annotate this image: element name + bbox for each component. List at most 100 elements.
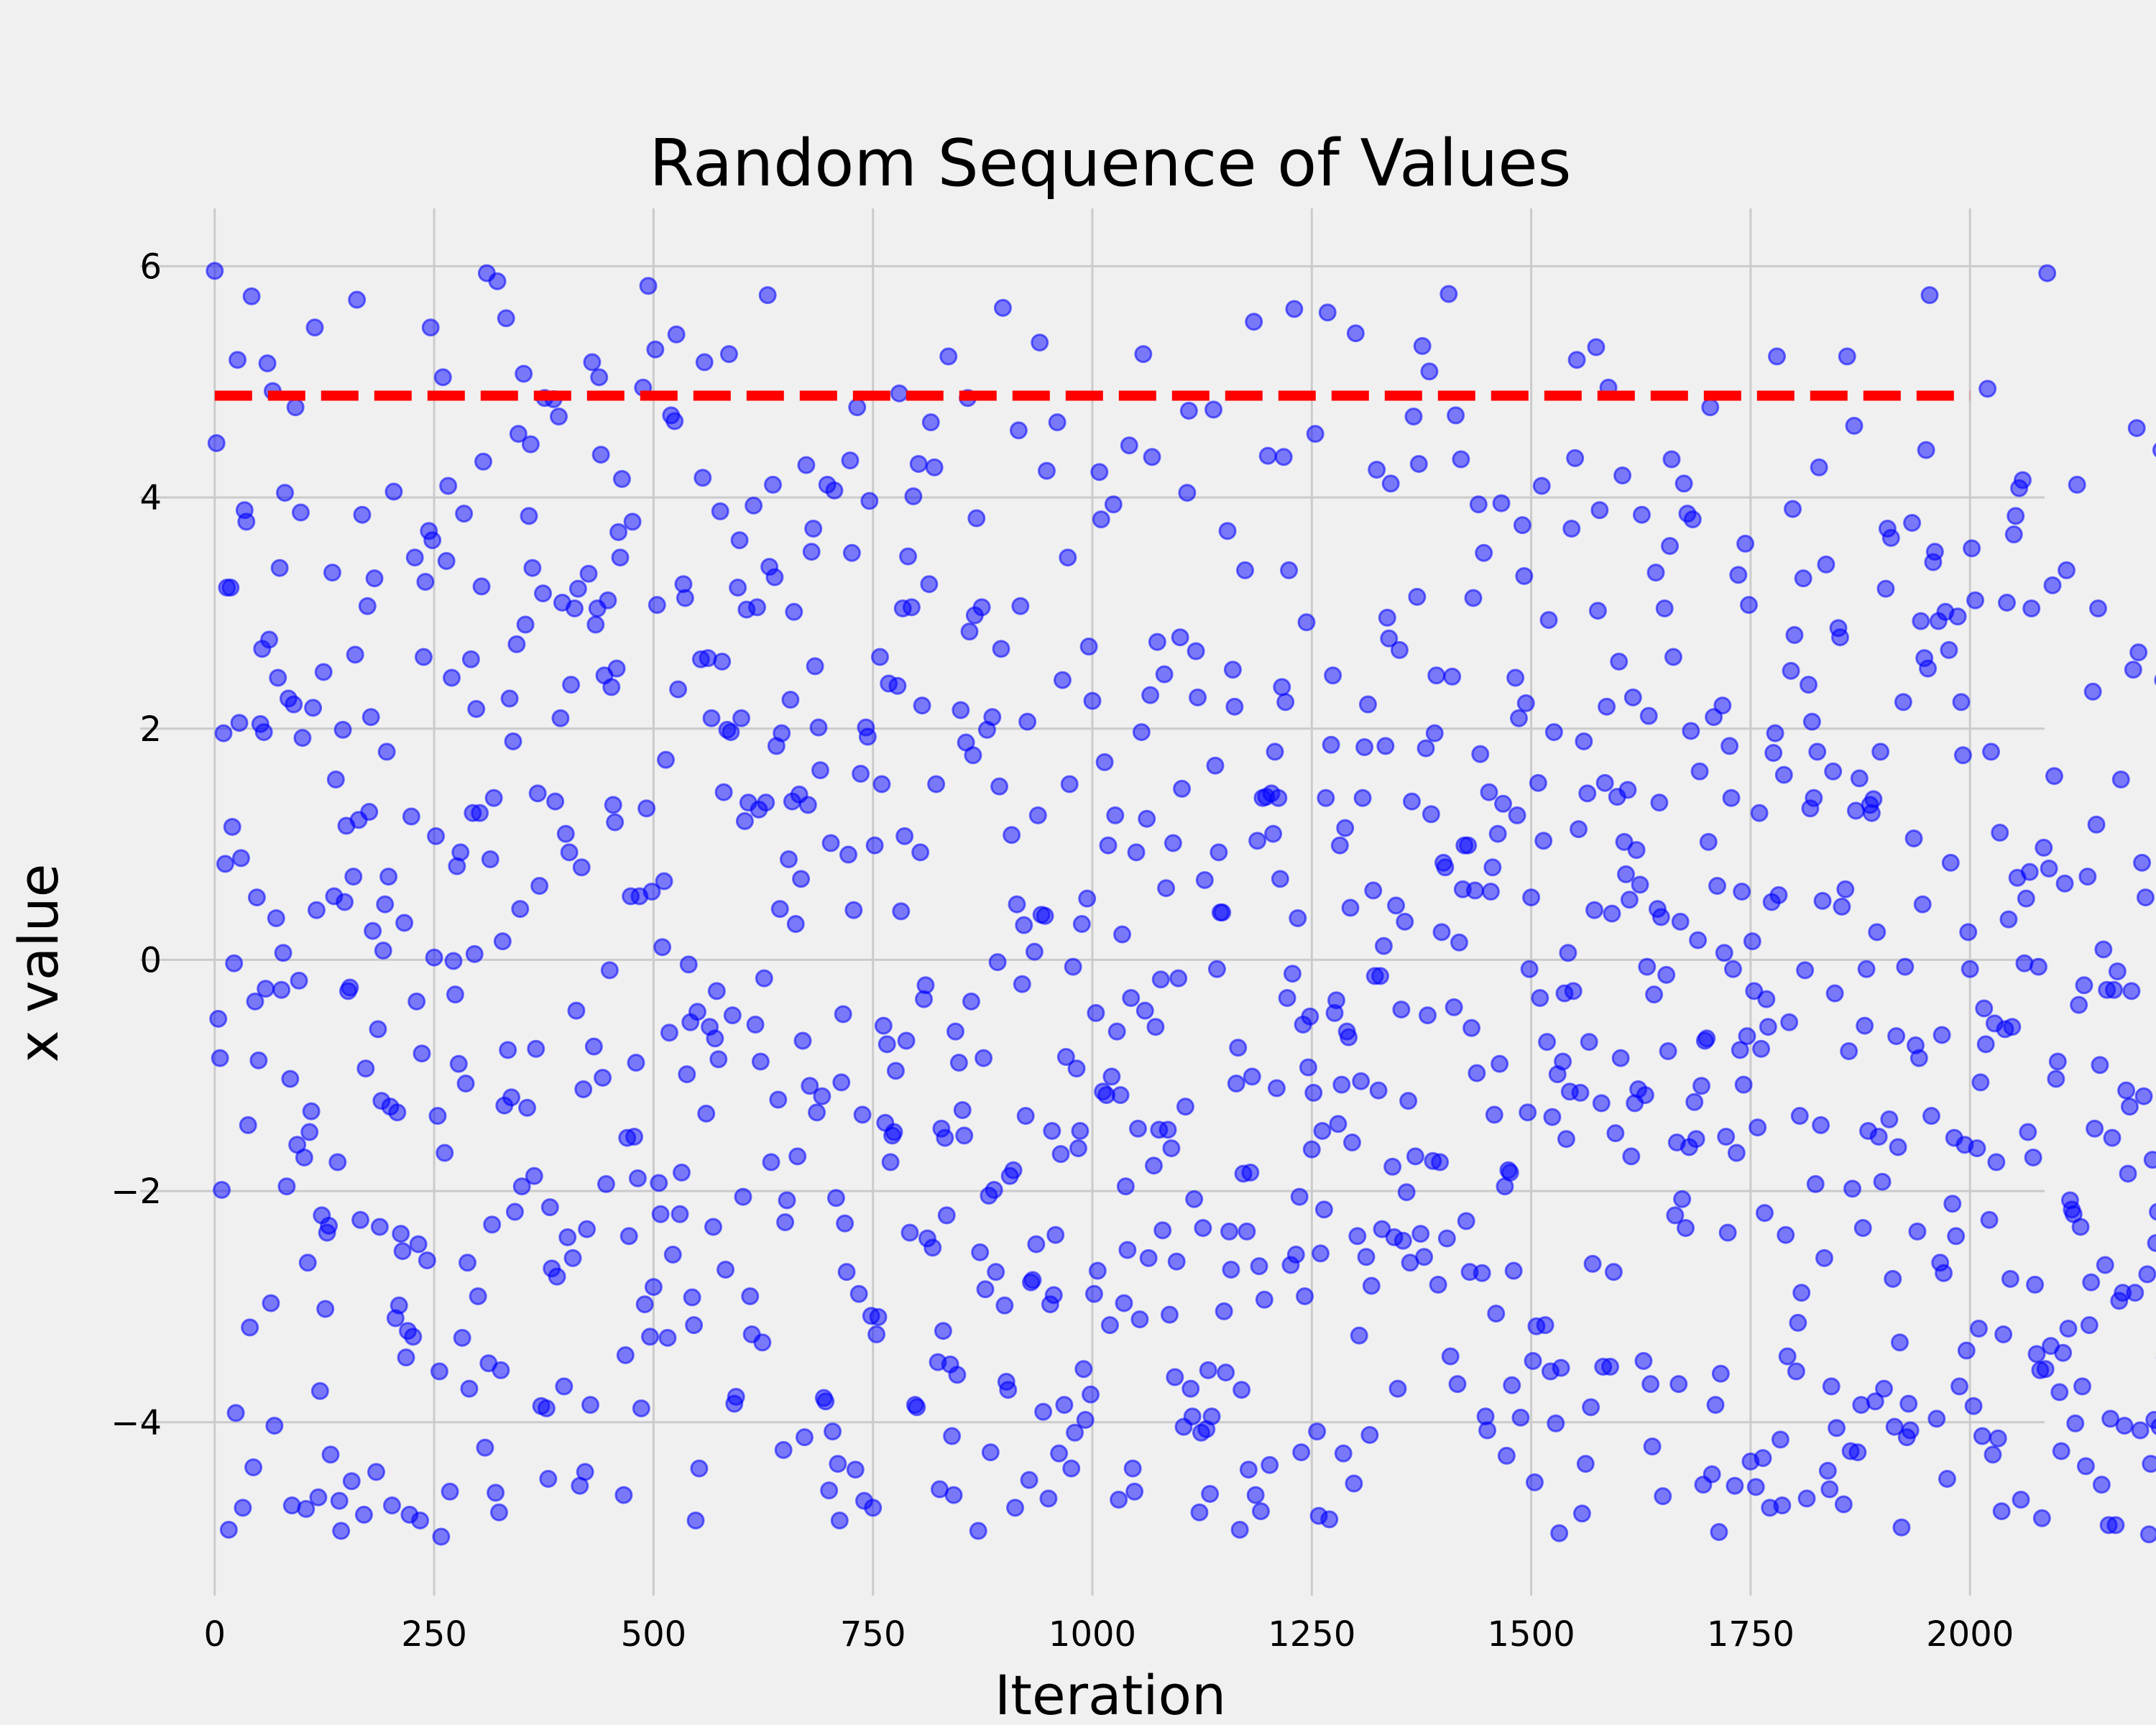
scatter-point [1304, 1083, 1323, 1102]
scatter-point [1046, 1225, 1065, 1244]
scatter-point [2068, 475, 2086, 494]
scatter-point [1920, 286, 1939, 305]
scatter-point [1997, 593, 2016, 612]
scatter-point [1674, 474, 1693, 493]
scatter-point [886, 1062, 905, 1080]
scatter-point [1138, 809, 1156, 828]
scatter-point [1258, 446, 1277, 465]
scatter-point [351, 1210, 370, 1229]
scatter-point [1604, 1263, 1623, 1282]
scatter-point [936, 1128, 954, 1147]
scatter-point [484, 788, 503, 807]
scatter-point [596, 1174, 615, 1193]
scatter-point [688, 1003, 706, 1021]
scatter-point [341, 978, 359, 997]
scatter-point [581, 1396, 599, 1414]
scatter-point [953, 1101, 972, 1119]
scatter-point [927, 775, 946, 794]
scatter-point [1468, 1064, 1486, 1082]
scatter-point [676, 589, 694, 607]
scatter-point [1329, 1115, 1348, 1133]
scatter-point [669, 680, 688, 699]
scatter-point [432, 1527, 451, 1546]
scatter-point [1808, 742, 1827, 761]
scatter-point [2108, 962, 2127, 980]
scatter-point [2066, 1414, 2085, 1432]
scatter-point [881, 1153, 900, 1172]
scatter-point [1039, 1489, 1058, 1508]
scatter-point [1925, 543, 1944, 561]
scatter-point [567, 1001, 586, 1020]
scatter-point [2055, 874, 2074, 893]
scatter-point [1585, 901, 1604, 919]
scatter-point [683, 1288, 701, 1307]
scatter-point [1437, 1229, 1456, 1248]
scatter-point [1639, 707, 1658, 725]
scatter-point [651, 1205, 670, 1223]
scatter-point [1134, 345, 1153, 364]
scatter-point [1452, 450, 1470, 469]
scatter-point [1961, 960, 1979, 978]
scatter-point [1943, 1195, 1962, 1213]
scatter-point [1989, 1429, 2007, 1448]
scatter-point [1715, 944, 1733, 962]
scatter-point [1669, 1375, 1688, 1394]
scatter-point [786, 915, 805, 934]
scatter-point [1999, 910, 2018, 929]
scatter-point [695, 353, 714, 372]
scatter-point [1267, 1079, 1286, 1098]
scatter-point [637, 799, 656, 818]
x-tick-label: 250 [401, 1614, 467, 1655]
scatter-point [2026, 1275, 2045, 1294]
scatter-point [1536, 1316, 1554, 1335]
scatter-point [2020, 862, 2039, 881]
scatter-point [520, 507, 538, 525]
scatter-point [1199, 1361, 1217, 1379]
scatter-point [1104, 495, 1123, 514]
scatter-point [1634, 1352, 1653, 1371]
scatter-point [1515, 566, 1534, 585]
scatter-point [1971, 1073, 1990, 1092]
scatter-point [1066, 1423, 1084, 1442]
scatter-point [1340, 1028, 1358, 1046]
scatter-point [246, 992, 264, 1011]
scatter-point [653, 938, 672, 957]
scatter-point [397, 1348, 415, 1367]
scatter-point [983, 708, 1002, 727]
scatter-point [409, 1235, 428, 1254]
scatter-point [1388, 1379, 1407, 1398]
scatter-point [247, 888, 266, 907]
scatter-point [421, 318, 440, 337]
scatter-point [2040, 859, 2058, 878]
scatter-point [1353, 788, 1372, 807]
scatter-point [1532, 477, 1551, 495]
scatter-point [1074, 1360, 1093, 1379]
scatter-point [2035, 838, 2053, 857]
scatter-point [578, 1220, 596, 1238]
scatter-point [834, 1005, 852, 1024]
scatter-point [584, 1037, 603, 1056]
scatter-point [392, 1225, 410, 1243]
scatter-point [1368, 460, 1386, 479]
scatter-point [1782, 661, 1800, 680]
scatter-point [971, 1243, 990, 1261]
scatter-point [562, 676, 581, 694]
scatter-point [1830, 628, 1849, 647]
scatter-point [2126, 1284, 2145, 1302]
scatter-point [216, 855, 234, 873]
scatter-point [1383, 1157, 1402, 1176]
scatter-point [1409, 454, 1428, 473]
scatter-point [328, 1153, 347, 1172]
scatter-point [1567, 351, 1586, 369]
scatter-point [1092, 510, 1110, 529]
scatter-point [1752, 1039, 1771, 1058]
scatter-point [1754, 1449, 1772, 1468]
scatter-point [1084, 1284, 1103, 1303]
scatter-point [489, 1503, 508, 1522]
scatter-point [1992, 1502, 2011, 1521]
scatter-point [1576, 1455, 1595, 1473]
scatter-point [1562, 520, 1581, 538]
scatter-point [920, 575, 939, 594]
scatter-point [1853, 1219, 1872, 1238]
scatter-point [656, 750, 675, 769]
